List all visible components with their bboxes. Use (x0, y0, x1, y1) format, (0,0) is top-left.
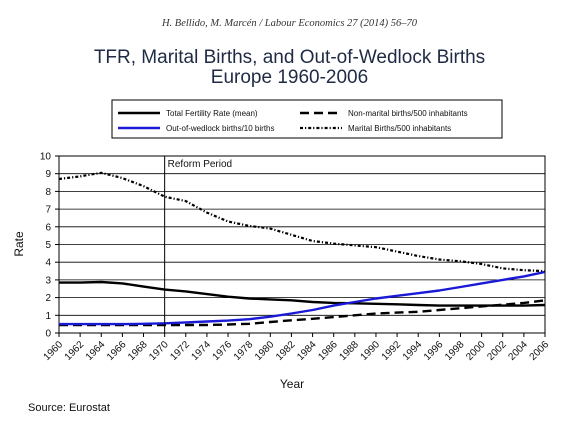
x-tick-label: 1968 (126, 339, 150, 363)
y-tick-label: 10 (40, 152, 52, 163)
legend-label-out_of_wedlock: Out-of-wedlock births/10 births (166, 124, 275, 133)
x-tick-label: 2006 (528, 339, 552, 363)
reform-label: Reform Period (168, 159, 232, 170)
x-tick-label: 1974 (190, 339, 214, 363)
y-tick-label: 8 (45, 187, 51, 198)
source-note: Source: Eurostat (28, 402, 110, 414)
x-tick-label: 1964 (84, 339, 108, 363)
y-tick-label: 6 (45, 222, 51, 233)
series-line-marital (59, 173, 545, 271)
x-tick-label: 1990 (359, 339, 383, 363)
legend-label-tfr: Total Fertility Rate (mean) (166, 109, 258, 118)
x-axis-title: Year (280, 377, 304, 391)
y-tick-label: 9 (45, 169, 51, 180)
legend-label-marital: Marital Births/500 inhabitants (348, 124, 451, 133)
y-tick-label: 5 (45, 240, 51, 251)
x-tick-label: 2000 (464, 339, 488, 363)
x-tick-label: 1992 (380, 339, 404, 363)
series-lines (59, 173, 545, 325)
y-tick-label: 2 (45, 293, 51, 304)
x-tick-label: 2004 (506, 339, 530, 363)
y-tick-label: 0 (45, 329, 51, 340)
y-tick-label: 7 (45, 205, 51, 216)
x-tick-label: 1972 (168, 339, 192, 363)
x-tick-label: 1994 (401, 339, 425, 363)
x-tick-label: 1960 (42, 339, 66, 363)
x-tick-label: 1984 (295, 339, 319, 363)
x-tick-label: 1988 (337, 339, 361, 363)
x-tick-label: 1978 (232, 339, 256, 363)
y-tick-label: 3 (45, 275, 51, 286)
legend-label-non_marital: Non-marital births/500 inhabitants (348, 109, 468, 118)
x-tick-label: 1970 (147, 339, 171, 363)
axes: 0 1 2 3 4 5 6 7 8 9 10 1960196219641966196819701972… (40, 152, 552, 363)
x-tick-label: 1962 (63, 339, 87, 363)
x-tick-label: 1980 (253, 339, 277, 363)
y-tick-label: 1 (45, 311, 51, 322)
x-tick-label: 1982 (274, 339, 298, 363)
x-tick-label: 1976 (211, 339, 235, 363)
x-tick-label: 2002 (485, 339, 509, 363)
x-tick-label: 1986 (316, 339, 340, 363)
y-axis-title: Rate (12, 231, 26, 257)
x-tick-label: 1998 (443, 339, 467, 363)
x-tick-label: 1966 (105, 339, 129, 363)
x-tick-label: 1996 (422, 339, 446, 363)
y-tick-label: 4 (45, 258, 51, 269)
